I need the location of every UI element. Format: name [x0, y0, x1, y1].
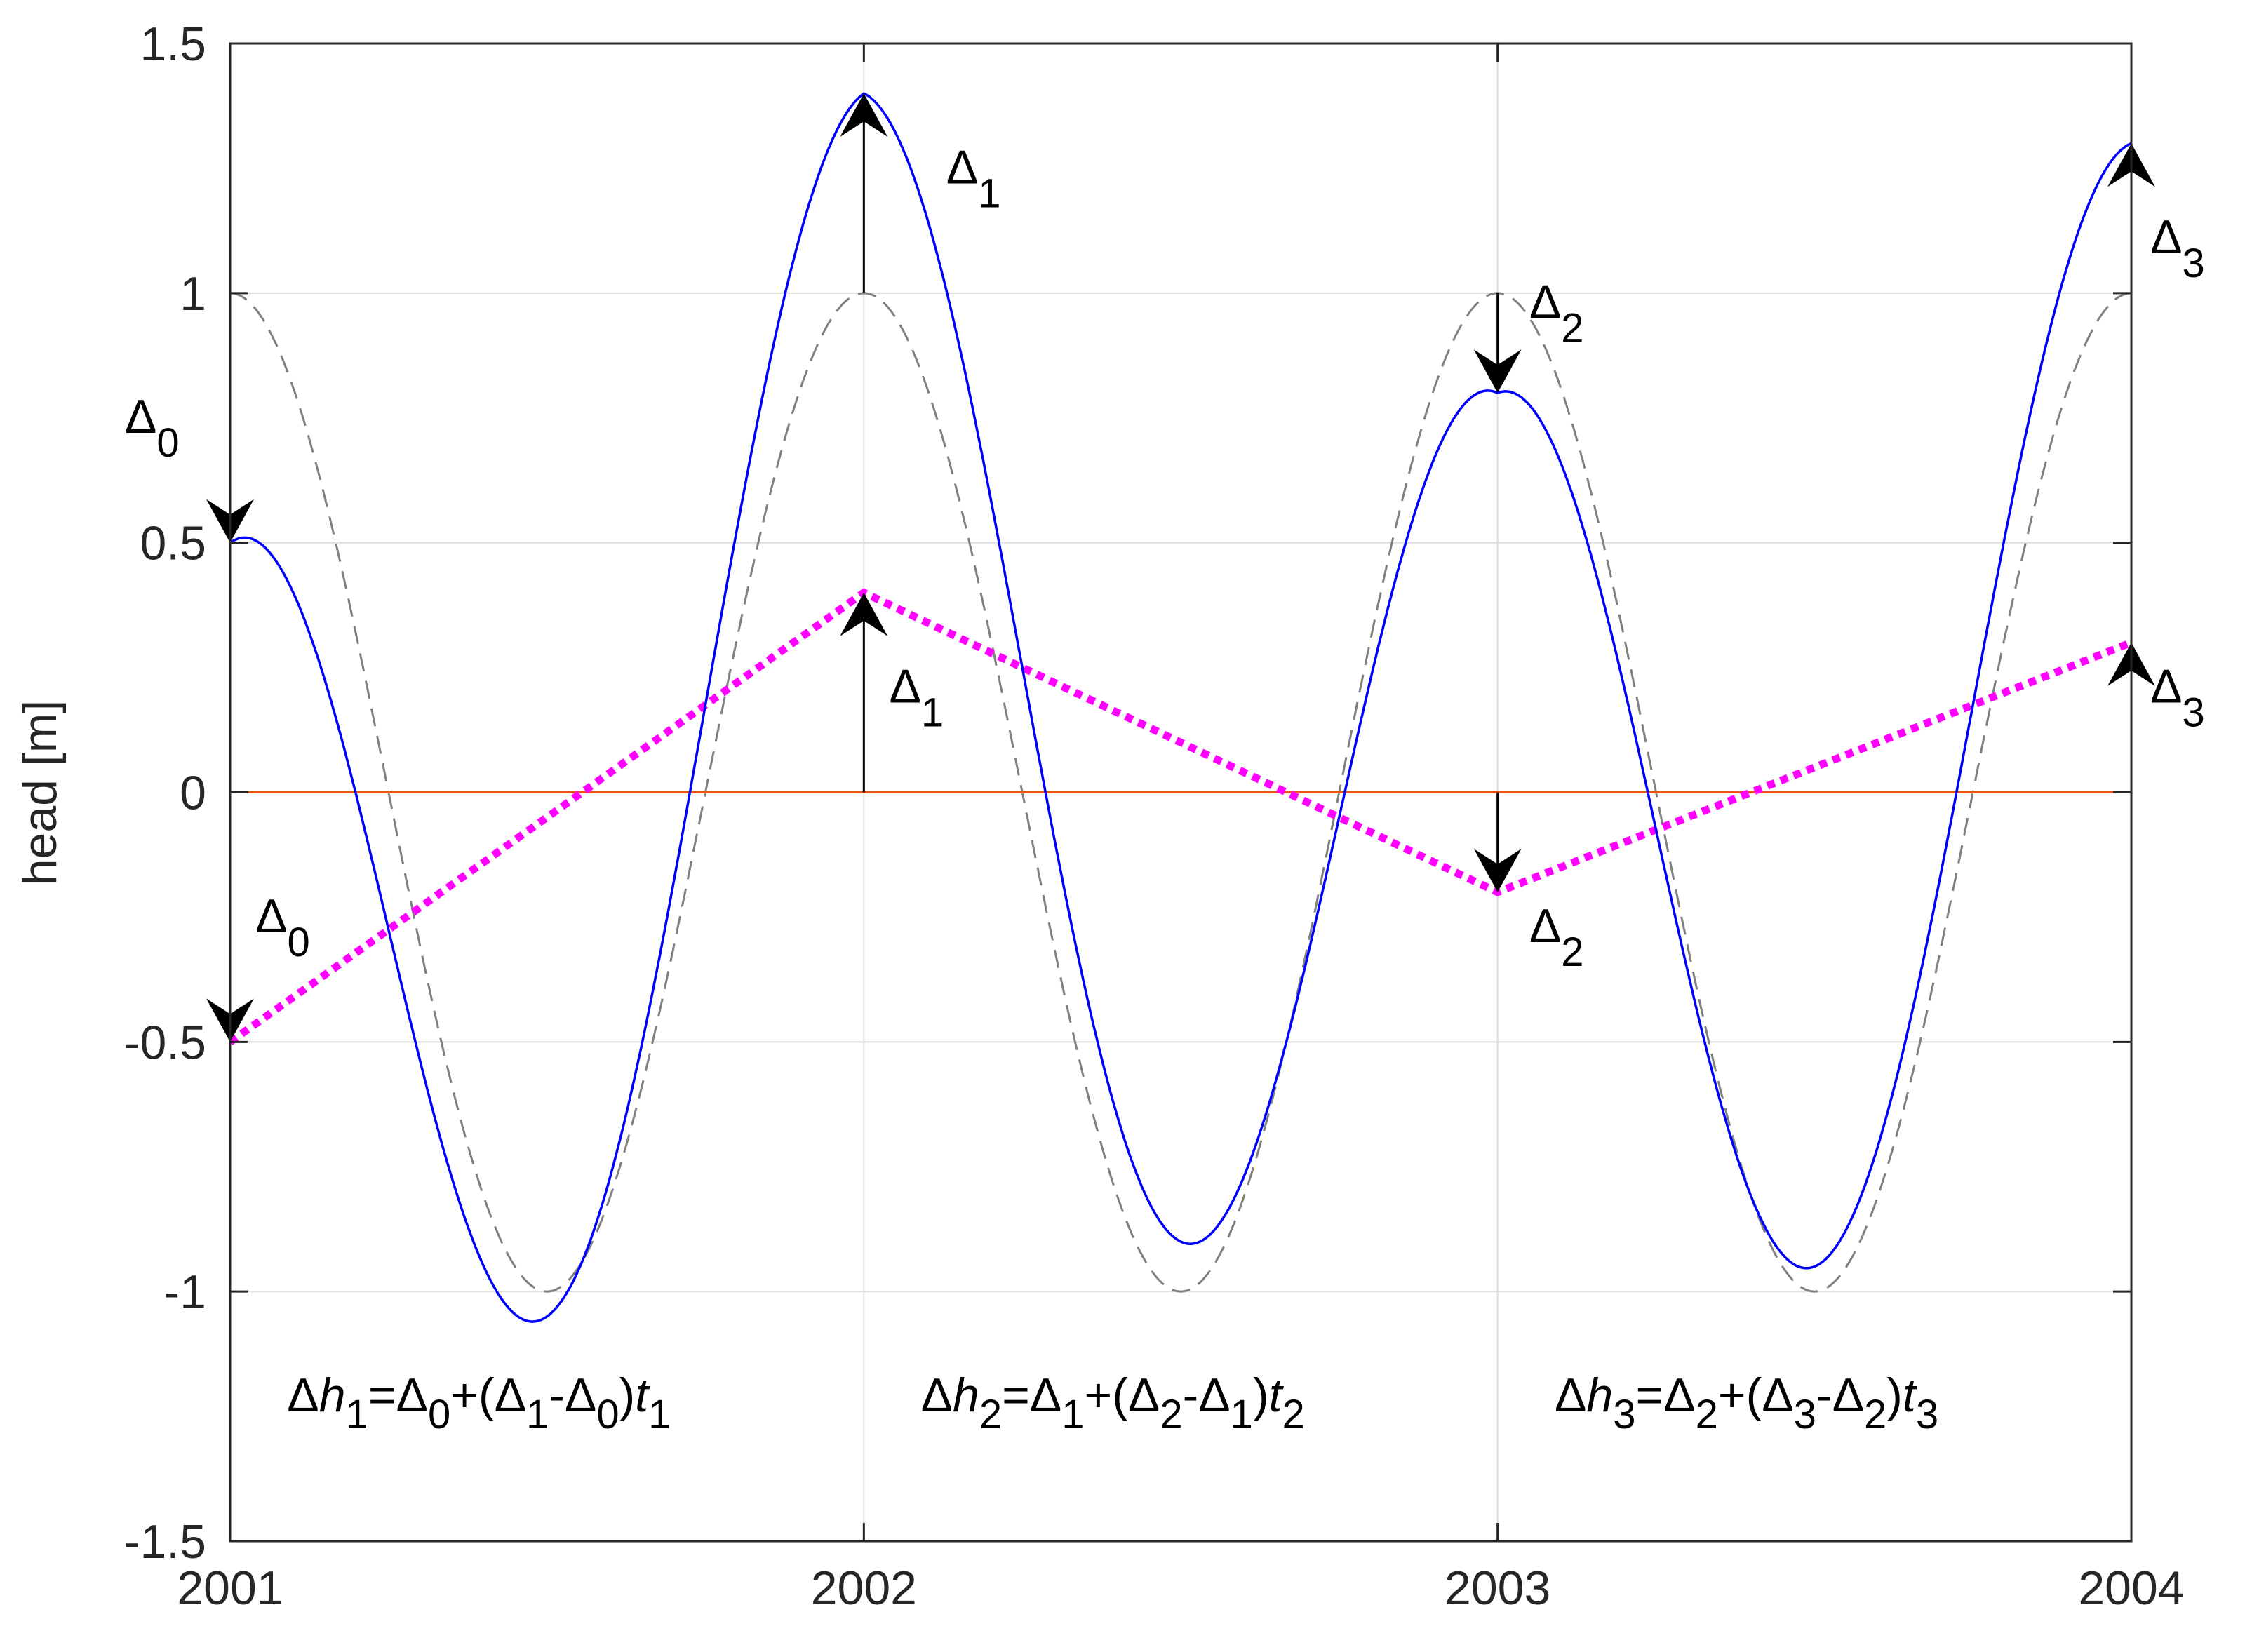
y-tick-label: 0.5 [140, 517, 206, 570]
y-tick-label: -1 [164, 1265, 206, 1319]
series-layer [230, 92, 2131, 1323]
y-axis-title: head [m] [13, 700, 67, 886]
y-tick-label: 0 [180, 767, 206, 820]
delta-annotation: Δ2 [1529, 899, 1584, 975]
x-tick-label: 2003 [1445, 1562, 1550, 1615]
delta-annotation: Δ3 [2150, 210, 2205, 286]
formula-text: Δh1=Δ0+(Δ1-Δ0)t1 [287, 1369, 671, 1437]
ticks [229, 42, 2133, 1543]
y-tick-label: -0.5 [124, 1016, 206, 1069]
x-tick-label: 2001 [177, 1562, 283, 1615]
x-tick-label: 2002 [811, 1562, 917, 1615]
formula-layer: Δh1=Δ0+(Δ1-Δ0)t1 Δh2=Δ1+(Δ2-Δ1)t2 Δh3=Δ2+(… [287, 1369, 1938, 1437]
formula-text: Δh3=Δ2+(Δ3-Δ2)t3 [1555, 1369, 1938, 1437]
tick-labels: 2001 2002 2003 2004 -1.5 -1 -0.5 0 0.5 1 1.5 [124, 18, 2185, 1615]
formula-text: Δh2=Δ1+(Δ2-Δ1)t2 [921, 1369, 1305, 1437]
delta-annotation: Δ0 [125, 390, 180, 466]
delta-annotation: Δ2 [1529, 275, 1584, 351]
delta-annotation: Δ0 [255, 889, 310, 965]
arrow-head [840, 93, 888, 137]
delta-annotation: Δ1 [889, 659, 944, 735]
arrow-head [840, 592, 888, 636]
y-tick-label: 1.5 [140, 18, 206, 71]
solid-line [230, 92, 2131, 1323]
x-tick-label: 2004 [2078, 1562, 2184, 1615]
delta-annotation: Δ3 [2150, 659, 2205, 735]
arrow-head [1473, 349, 1522, 394]
arrow-head [1473, 848, 1522, 892]
y-tick-label: -1.5 [124, 1515, 206, 1569]
annotation-layer: Δ0 Δ1 Δ2 Δ3 Δ0 Δ1 Δ2 Δ3 [125, 140, 2205, 975]
delta-annotation: Δ1 [946, 140, 1001, 216]
dashed-reference-line [230, 292, 2131, 1293]
y-tick-label: 1 [180, 267, 206, 321]
dotted-line [230, 588, 2131, 1045]
